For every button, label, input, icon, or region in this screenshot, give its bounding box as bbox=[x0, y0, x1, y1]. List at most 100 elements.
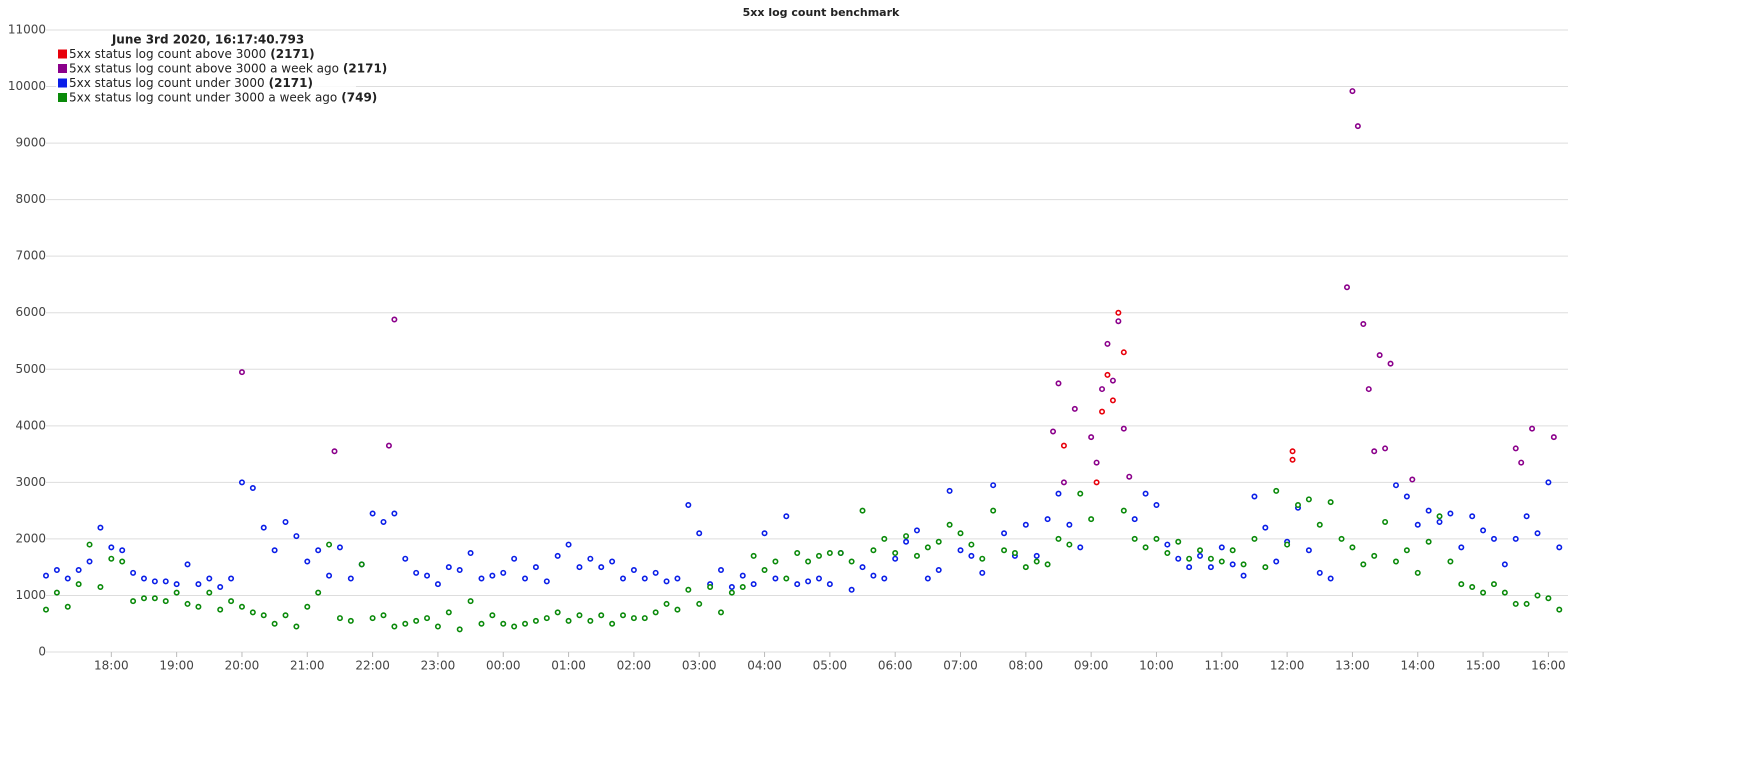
point bbox=[892, 555, 899, 562]
point bbox=[195, 581, 202, 588]
point bbox=[1392, 482, 1399, 489]
point bbox=[511, 555, 518, 562]
point bbox=[1382, 518, 1389, 525]
point bbox=[326, 541, 333, 548]
point bbox=[489, 572, 496, 579]
point bbox=[151, 578, 158, 585]
point bbox=[1164, 541, 1171, 548]
point bbox=[848, 558, 855, 565]
x-tick-label: 03:00 bbox=[682, 659, 717, 673]
point bbox=[805, 558, 812, 565]
point bbox=[1240, 572, 1247, 579]
point bbox=[424, 572, 431, 579]
point bbox=[1365, 386, 1372, 393]
point bbox=[53, 567, 60, 574]
legend-entry: 5xx status log count above 3000 a week a… bbox=[69, 61, 387, 75]
point bbox=[685, 586, 692, 593]
point bbox=[1115, 318, 1122, 325]
point bbox=[130, 569, 137, 576]
x-tick-label: 20:00 bbox=[225, 659, 260, 673]
point bbox=[249, 485, 256, 492]
point bbox=[391, 510, 398, 517]
point bbox=[630, 567, 637, 574]
point bbox=[1088, 434, 1095, 441]
point bbox=[728, 583, 735, 590]
point bbox=[1197, 547, 1204, 554]
point bbox=[1523, 513, 1530, 520]
point bbox=[1371, 448, 1378, 455]
point bbox=[445, 564, 452, 571]
point bbox=[1001, 547, 1008, 554]
point bbox=[108, 544, 115, 551]
point bbox=[1033, 552, 1040, 559]
point bbox=[1093, 459, 1100, 466]
point bbox=[1447, 510, 1454, 517]
point bbox=[717, 609, 724, 616]
x-tick-label: 07:00 bbox=[943, 659, 978, 673]
point bbox=[293, 533, 300, 540]
point bbox=[1066, 541, 1073, 548]
point bbox=[1104, 371, 1111, 378]
point bbox=[587, 617, 594, 624]
point bbox=[935, 567, 942, 574]
legend-entry: 5xx status log count under 3000 (2171) bbox=[69, 76, 313, 90]
point bbox=[696, 530, 703, 537]
point bbox=[532, 564, 539, 571]
point bbox=[815, 552, 822, 559]
x-tick-label: 02:00 bbox=[617, 659, 652, 673]
point bbox=[1545, 595, 1552, 602]
point bbox=[1414, 569, 1421, 576]
legend-name: 5xx status log count above 3000 a week a… bbox=[69, 61, 339, 75]
point bbox=[728, 589, 735, 596]
point bbox=[630, 615, 637, 622]
point bbox=[1240, 561, 1247, 568]
point bbox=[641, 575, 648, 582]
point bbox=[1469, 513, 1476, 520]
point bbox=[761, 567, 768, 574]
x-tick-label: 12:00 bbox=[1270, 659, 1305, 673]
point bbox=[903, 533, 910, 540]
point bbox=[543, 578, 550, 585]
point bbox=[1425, 538, 1432, 545]
point bbox=[184, 600, 191, 607]
point bbox=[1093, 479, 1100, 486]
legend-name: 5xx status log count under 3000 a week a… bbox=[69, 90, 337, 104]
point bbox=[1077, 544, 1084, 551]
point bbox=[1120, 507, 1127, 514]
point bbox=[968, 541, 975, 548]
point bbox=[478, 575, 485, 582]
point bbox=[1060, 479, 1067, 486]
point bbox=[1153, 501, 1160, 508]
point bbox=[228, 598, 235, 605]
x-tick-label: 01:00 bbox=[551, 659, 586, 673]
y-tick-label: 0 bbox=[38, 645, 46, 659]
point bbox=[1218, 558, 1225, 565]
point bbox=[1305, 496, 1312, 503]
point bbox=[1349, 544, 1356, 551]
point bbox=[206, 575, 213, 582]
chart-title: 5xx log count benchmark bbox=[743, 6, 900, 19]
point bbox=[130, 598, 137, 605]
point bbox=[1447, 558, 1454, 565]
point bbox=[1376, 352, 1383, 359]
point bbox=[1512, 445, 1519, 452]
point bbox=[467, 550, 474, 557]
x-tick-label: 10:00 bbox=[1139, 659, 1174, 673]
y-tick-label: 8000 bbox=[15, 192, 46, 206]
point bbox=[739, 583, 746, 590]
point bbox=[957, 547, 964, 554]
x-tick-label: 15:00 bbox=[1466, 659, 1501, 673]
point bbox=[391, 316, 398, 323]
point bbox=[946, 521, 953, 528]
x-tick-label: 22:00 bbox=[355, 659, 390, 673]
point bbox=[238, 369, 245, 376]
point bbox=[826, 581, 833, 588]
point bbox=[380, 518, 387, 525]
point bbox=[162, 578, 169, 585]
point bbox=[500, 620, 507, 627]
point bbox=[1088, 516, 1095, 523]
point bbox=[652, 609, 659, 616]
point bbox=[620, 612, 627, 619]
point bbox=[1360, 321, 1367, 328]
point bbox=[173, 581, 180, 588]
